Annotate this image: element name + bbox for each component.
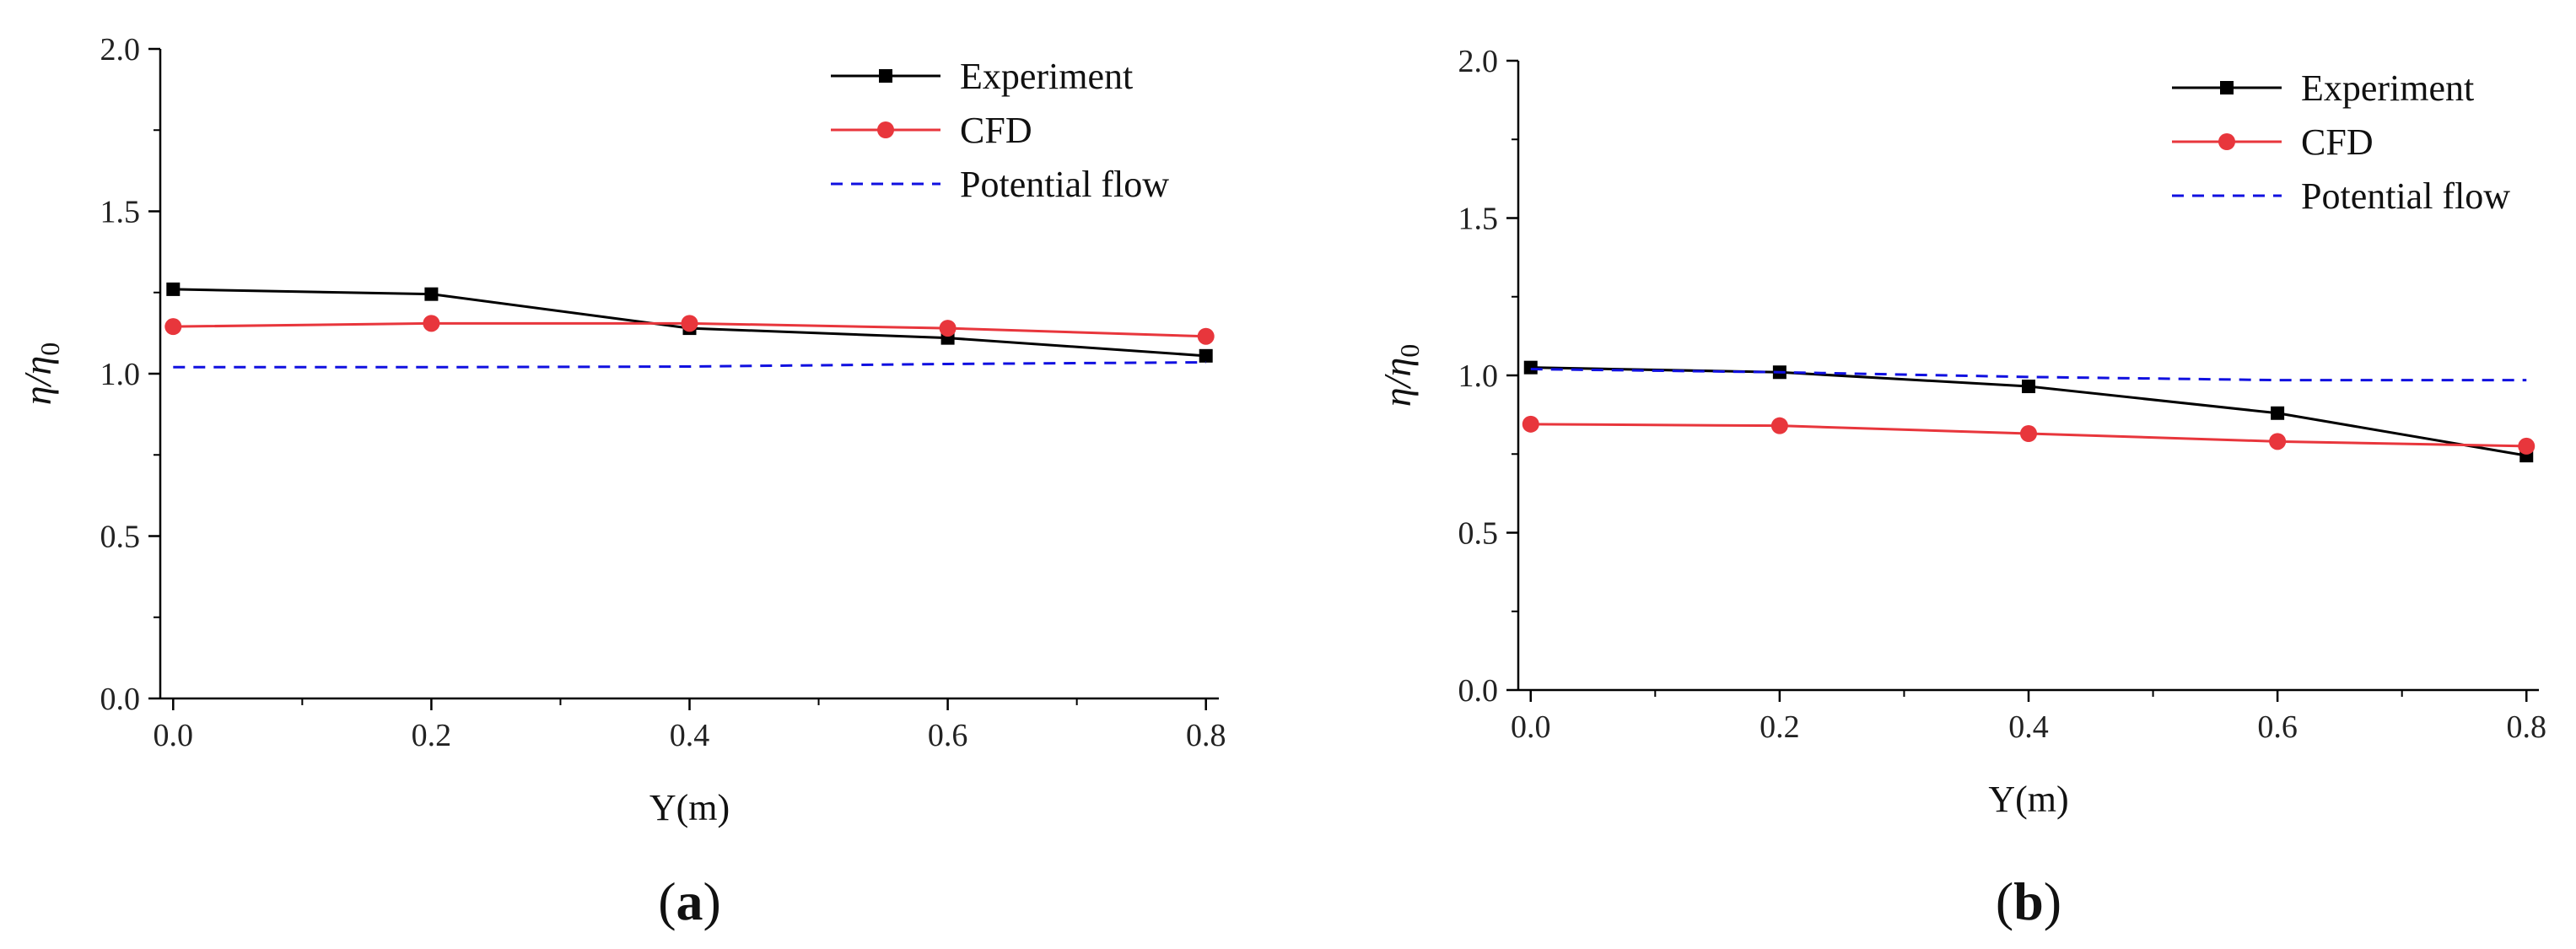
chart-b-x-tick-label: 0.4 xyxy=(2008,709,2049,745)
chart-b-legend: Experiment CFD Potential flow xyxy=(2172,67,2510,217)
chart-a-series-potential-flow-line xyxy=(173,361,1206,369)
chart-a-series-experiment-point xyxy=(166,282,181,296)
chart-b-series-cfd-point xyxy=(2269,433,2287,450)
chart-b-series-potential-flow xyxy=(1530,368,2527,382)
chart-a-x-tick-label: 0.4 xyxy=(670,718,710,753)
chart-b-series-potential-flow-line xyxy=(1530,368,2527,382)
chart-a: 0.0 0.5 1.0 1.5 2.0 0.0 0.2 0.4 0.6 0.8 Y(m) η/η0 Ex… xyxy=(16,32,1226,931)
chart-b-y-axis-title: η/η0 xyxy=(1376,344,1425,407)
chart-b-series-cfd-point xyxy=(1770,417,1788,434)
chart-a-x-tick-label: 0.2 xyxy=(412,718,452,753)
chart-b-series-experiment-point xyxy=(2271,406,2285,420)
chart-b-legend-label-cfd: CFD xyxy=(2301,121,2374,163)
chart-b-legend-label-experiment: Experiment xyxy=(2301,67,2474,109)
chart-b-x-tick-label: 0.0 xyxy=(1511,709,1551,745)
chart-a-legend: Experiment CFD Potential flow xyxy=(831,56,1169,205)
chart-b-x-tick-label: 0.8 xyxy=(2506,709,2546,745)
chart-b: 0.0 0.5 1.0 1.5 2.0 0.0 0.2 0.4 0.6 0.8 Y(m) η/η0 Ex… xyxy=(1376,44,2546,931)
chart-b-series-cfd-point xyxy=(2518,437,2536,455)
chart-b-series-experiment-point xyxy=(1523,360,1538,375)
chart-a-series-cfd-point xyxy=(423,315,440,332)
chart-b-y-tick-label: 2.0 xyxy=(1458,44,1499,79)
chart-b-y-tick-label: 0.0 xyxy=(1458,673,1499,709)
chart-a-series-cfd-point xyxy=(164,318,182,336)
chart-b-x-tick-label: 0.6 xyxy=(2257,709,2298,745)
chart-a-series-cfd xyxy=(164,315,1215,345)
chart-a-y-tick-label: 2.0 xyxy=(100,32,141,67)
chart-a-x-axis-title: Y(m) xyxy=(649,787,730,828)
chart-b-legend-marker-cfd xyxy=(2218,133,2235,150)
chart-a-legend-label-experiment: Experiment xyxy=(960,56,1133,97)
chart-b-y-tick-label: 1.5 xyxy=(1458,202,1499,237)
chart-a-series-experiment-point xyxy=(1199,348,1213,363)
chart-b-legend-label-potential-flow: Potential flow xyxy=(2301,175,2510,217)
chart-a-series-cfd-point xyxy=(939,320,957,337)
chart-b-series-cfd-point xyxy=(2020,425,2037,443)
chart-b-legend-marker-experiment xyxy=(2220,81,2234,94)
chart-a-x-tick-label: 0.0 xyxy=(154,718,194,753)
chart-a-x-tick-label: 0.8 xyxy=(1186,718,1226,753)
chart-b-y-tick-label: 1.0 xyxy=(1458,359,1499,394)
chart-b-series-cfd xyxy=(1522,415,2536,455)
chart-b-panel-label: (b) xyxy=(1996,871,2061,931)
chart-b-series-cfd-point xyxy=(1522,415,1539,433)
chart-a-y-tick-label: 1.5 xyxy=(100,195,141,230)
chart-b-y-tick-label: 0.5 xyxy=(1458,516,1499,552)
chart-a-panel-label: (a) xyxy=(658,871,721,931)
chart-b-series-experiment xyxy=(1523,360,2534,463)
chart-a-legend-marker-cfd xyxy=(877,121,894,138)
chart-b-x-axis-title: Y(m) xyxy=(1988,779,2068,820)
chart-a-legend-label-cfd: CFD xyxy=(960,110,1032,151)
chart-a-y-tick-label: 0.0 xyxy=(100,682,141,717)
chart-a-legend-marker-experiment xyxy=(879,69,892,83)
chart-a-y-tick-label: 0.5 xyxy=(100,520,141,555)
chart-a-series-cfd-point xyxy=(681,315,698,332)
chart-b-series-experiment-point xyxy=(2022,380,2035,394)
chart-a-series-potential-flow xyxy=(173,361,1206,369)
chart-a-y-tick-label: 1.0 xyxy=(100,357,141,392)
chart-a-series-experiment-point xyxy=(424,287,439,301)
chart-a-x-tick-label: 0.6 xyxy=(928,718,968,753)
chart-a-series-cfd-point xyxy=(1197,327,1215,345)
chart-b-x-tick-label: 0.2 xyxy=(1760,709,1800,745)
chart-a-y-axis-title: η/η0 xyxy=(16,342,65,405)
chart-a-legend-label-potential-flow: Potential flow xyxy=(960,164,1169,205)
